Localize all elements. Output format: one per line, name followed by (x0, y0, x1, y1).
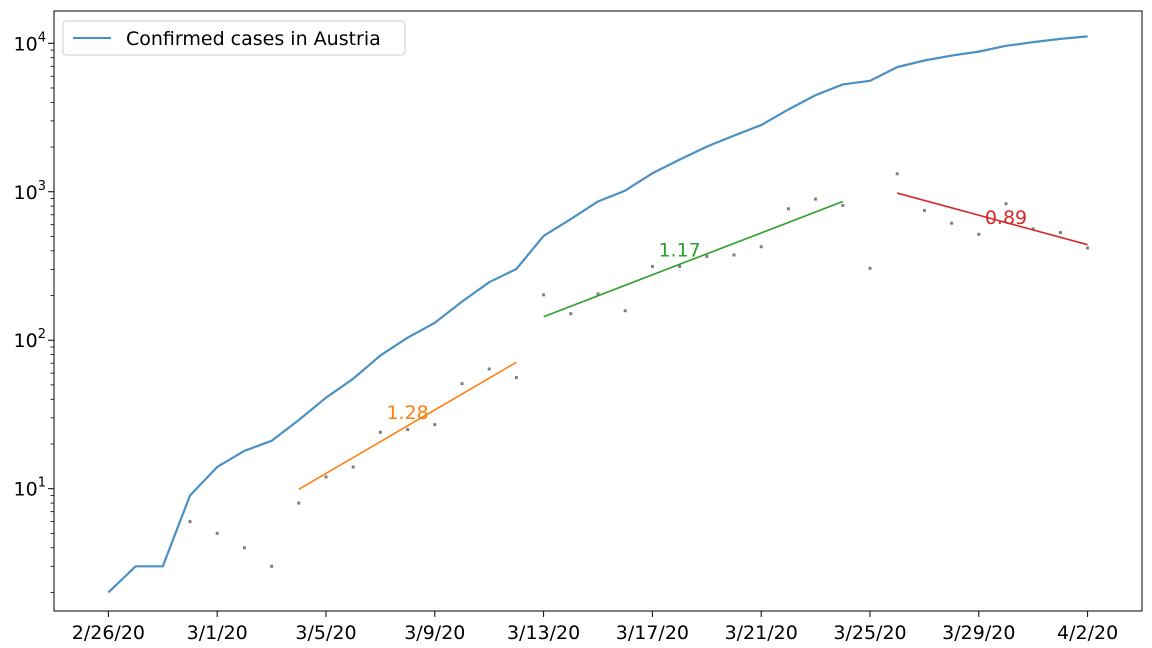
daily-new-cases-point (406, 428, 410, 432)
y-tick-label: 101 (14, 476, 46, 501)
legend-box (62, 20, 406, 56)
daily-new-cases-point (569, 312, 573, 316)
daily-new-cases-point (596, 292, 600, 296)
x-tick-label: 3/1/20 (187, 622, 248, 644)
daily-new-cases-point (814, 197, 818, 201)
daily-new-cases-point (242, 546, 246, 550)
daily-new-cases-point (514, 376, 518, 380)
daily-new-cases-point (950, 221, 954, 225)
fit-rate-label: 0.89 (985, 207, 1027, 229)
daily-new-cases-point (895, 172, 899, 176)
daily-new-cases-point (297, 501, 301, 505)
x-tick-label: 3/29/20 (942, 622, 1015, 644)
axes: 2/26/20 3/1/20 3/5/20 3/9/20 3/13/20 3/17/20 3… (14, 30, 1119, 644)
daily-new-cases-point (433, 423, 437, 427)
daily-new-cases-point (542, 293, 546, 297)
daily-new-cases-point (759, 245, 763, 249)
fit-line (543, 200, 844, 318)
daily-new-cases-point (270, 564, 274, 568)
daily-new-cases-point (623, 309, 627, 313)
daily-new-cases-point (786, 207, 790, 211)
x-tick-label: 4/2/20 (1057, 622, 1118, 644)
y-tick-label: 102 (14, 327, 46, 352)
legend-label-confirmed-cases: Confirmed cases in Austria (126, 28, 381, 50)
y-tick-label: 103 (14, 179, 46, 204)
plot-frame (53, 10, 1143, 612)
daily-new-cases-point (1031, 227, 1035, 231)
daily-new-cases-point (650, 264, 654, 268)
daily-new-cases-point (1058, 231, 1062, 235)
fit-line (896, 192, 1088, 246)
daily-new-cases-point (1004, 202, 1008, 206)
daily-new-cases-point (922, 208, 926, 212)
daily-new-cases-point (977, 232, 981, 236)
daily-new-cases-point (324, 475, 328, 479)
daily-new-cases-point (678, 264, 682, 268)
x-tick-label: 3/17/20 (616, 622, 689, 644)
y-tick-label: 104 (14, 30, 46, 55)
x-tick-label: 3/25/20 (833, 622, 906, 644)
series-line-confirmed-cases (107, 35, 1088, 594)
plot-area: 1.28 1.17 0.89 (107, 35, 1090, 594)
daily-new-cases-point (732, 253, 736, 257)
daily-new-cases-point (1086, 246, 1090, 250)
x-tick-label: 3/13/20 (507, 622, 580, 644)
daily-new-cases-point (487, 367, 491, 371)
fit-rate-label: 1.28 (386, 402, 428, 424)
daily-new-cases-point (460, 382, 464, 386)
fit-line (298, 361, 517, 491)
daily-new-cases-point (841, 203, 845, 207)
x-tick-label: 2/26/20 (72, 622, 145, 644)
daily-new-cases-point (705, 254, 709, 258)
legend: Confirmed cases in Austria (62, 20, 406, 56)
fit-rate-label: 1.17 (658, 239, 700, 261)
daily-new-cases-point (215, 531, 219, 535)
daily-new-cases-point (868, 266, 872, 270)
x-tick-label: 3/5/20 (295, 622, 356, 644)
daily-new-cases-point (351, 465, 355, 469)
x-tick-label: 3/21/20 (725, 622, 798, 644)
x-tick-label: 3/9/20 (404, 622, 465, 644)
daily-new-cases-point (188, 520, 192, 524)
daily-new-cases-point (378, 430, 382, 434)
